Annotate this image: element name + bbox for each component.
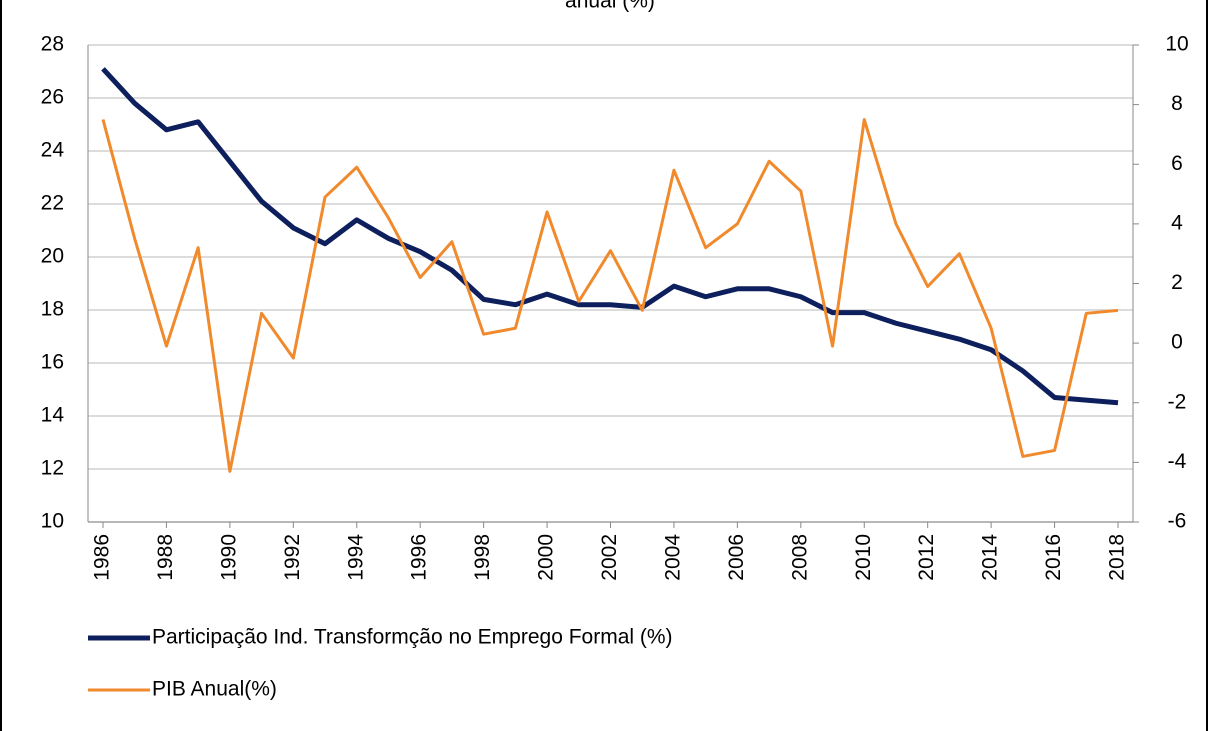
y2-tick-label: 6 [1171,152,1183,175]
y2-tick-label: -2 [1168,390,1187,413]
y2-tick-label: 2 [1171,271,1183,294]
x-tick-label: 2010 [852,534,875,581]
x-tick-label: 2002 [598,534,621,581]
y2-tick-label: 0 [1171,331,1183,354]
y-tick-label: 28 [41,33,64,56]
line-series [101,118,1119,473]
legend-label: Participação Ind. Transformção no Empreg… [152,626,673,649]
y2-tick-label: -6 [1168,510,1187,533]
y-tick-label: 24 [41,139,65,162]
y-tick-label: 26 [41,86,64,109]
y-tick-label: 16 [41,351,64,374]
chart-title: anual (%) [565,0,655,13]
x-tick-label: 2008 [788,534,811,581]
x-tick-label: 2004 [661,534,684,581]
x-tick-label: 1986 [91,534,114,581]
x-tick-label: 1990 [217,534,240,581]
line-series [101,67,1119,406]
legend-label: PIB Anual(%) [152,678,277,701]
y-tick-label: 20 [41,245,64,268]
x-tick-label: 2016 [1042,534,1065,581]
y2-tick-label: 10 [1165,33,1188,56]
x-tick-label: 1988 [154,534,177,581]
x-tick-label: 2018 [1106,534,1129,581]
x-tick-label: 2000 [535,534,558,581]
y-tick-label: 14 [41,404,65,427]
y-tick-label: 10 [41,510,64,533]
y2-tick-label: 4 [1171,211,1183,234]
x-tick-label: 2006 [725,534,748,581]
x-tick-label: 1994 [344,534,367,581]
y-tick-label: 22 [41,192,64,215]
x-tick-label: 1992 [281,534,304,581]
y-tick-label: 18 [41,298,64,321]
y2-tick-label: -4 [1168,450,1187,473]
y2-tick-label: 8 [1171,92,1183,115]
x-tick-label: 2012 [915,534,938,581]
x-tick-label: 1998 [471,534,494,581]
x-tick-label: 2014 [979,534,1002,581]
x-tick-label: 1996 [408,534,431,581]
y-tick-label: 12 [41,457,64,480]
